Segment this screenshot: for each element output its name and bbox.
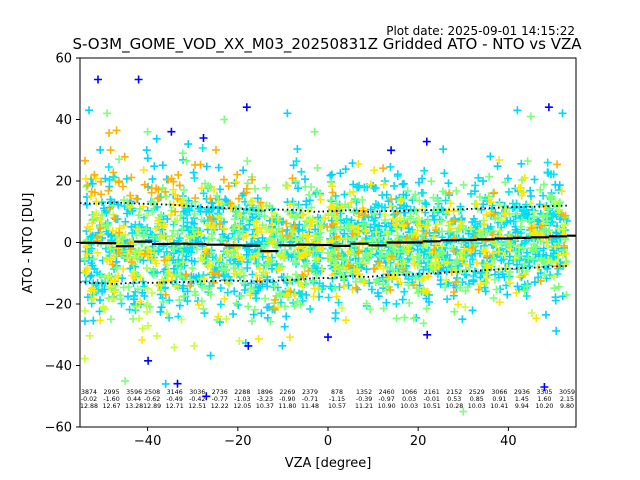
bin-count: 2460 — [379, 389, 395, 396]
y-tick-label: 60 — [55, 52, 72, 67]
bin-mean: -0.62 — [144, 396, 160, 403]
bin-count: 1066 — [401, 389, 417, 396]
mean-line — [80, 234, 576, 253]
bin-mean: -0.42 — [189, 396, 205, 403]
bin-std: 12.67 — [103, 403, 121, 410]
y-tick-label: −60 — [45, 421, 72, 436]
upper-std-line — [80, 201, 568, 213]
bin-std: 12.89 — [143, 403, 161, 410]
bin-std: 11.80 — [278, 403, 296, 410]
y-axis-label: ATO - NTO [DU] — [21, 193, 36, 294]
bin-mean: 0.91 — [492, 396, 506, 403]
bin-mean: -0.49 — [167, 396, 183, 403]
bin-std: 12.05 — [233, 403, 251, 410]
bin-mean: -0.77 — [212, 396, 228, 403]
bin-mean: 0.44 — [127, 396, 141, 403]
bin-count: 2269 — [279, 389, 295, 396]
bin-mean: 0.03 — [402, 396, 416, 403]
bin-mean: -0.39 — [356, 396, 372, 403]
y-tick-label: −40 — [45, 359, 72, 374]
statistic-lines — [80, 201, 576, 285]
bin-count: 2288 — [234, 389, 250, 396]
bin-mean: 1.60 — [537, 396, 551, 403]
y-tick-label: 0 — [64, 236, 72, 251]
bin-count: 2152 — [446, 389, 462, 396]
bin-count: 3596 — [126, 389, 142, 396]
x-tick-label: 40 — [500, 434, 517, 449]
bin-mean: -1.03 — [234, 396, 250, 403]
bin-std: 9.94 — [515, 403, 529, 410]
y-axis-ticks: −60 −40 −20 0 20 40 60 — [45, 52, 80, 436]
bin-std: 12.22 — [211, 403, 229, 410]
bin-count: 2508 — [144, 389, 160, 396]
bin-mean: -0.90 — [279, 396, 295, 403]
y-tick-label: 40 — [55, 113, 72, 128]
scatter-marker-group — [94, 75, 553, 401]
bin-std: 9.80 — [560, 403, 574, 410]
bin-count: 3874 — [81, 389, 97, 396]
x-axis-ticks: −40 −20 0 20 40 — [134, 427, 517, 449]
bin-std: 10.20 — [535, 403, 553, 410]
bin-count: 3059 — [559, 389, 575, 396]
bin-count: 2161 — [424, 389, 440, 396]
chart-title: S-O3M_GOME_VOD_XX_M03_20250831Z Gridded … — [72, 35, 582, 54]
bin-count: 3036 — [189, 389, 205, 396]
bin-count: 3066 — [491, 389, 507, 396]
bin-mean: -1.60 — [103, 396, 119, 403]
bin-mean: 1.45 — [515, 396, 529, 403]
bin-mean: -0.71 — [302, 396, 318, 403]
bin-std: 11.48 — [301, 403, 319, 410]
bin-count: 2995 — [104, 389, 120, 396]
bin-std: 12.88 — [80, 403, 98, 410]
bin-mean: 0.85 — [470, 396, 484, 403]
x-tick-label: −20 — [224, 434, 251, 449]
bin-count: 3146 — [167, 389, 183, 396]
bin-std: 10.90 — [378, 403, 396, 410]
x-axis-label: VZA [degree] — [285, 456, 372, 471]
bin-count: 2529 — [469, 389, 485, 396]
bin-std: 10.57 — [328, 403, 346, 410]
y-tick-label: 20 — [55, 175, 72, 190]
bin-std: 10.03 — [400, 403, 418, 410]
bin-mean: 0.53 — [447, 396, 461, 403]
x-tick-label: 20 — [410, 434, 427, 449]
bin-std: 10.03 — [468, 403, 486, 410]
bin-mean: -1.15 — [329, 396, 345, 403]
bin-std: 12.51 — [188, 403, 206, 410]
bin-std: 10.37 — [256, 403, 274, 410]
bin-count: 878 — [331, 389, 343, 396]
bin-mean: -0.01 — [424, 396, 440, 403]
bin-count: 2379 — [302, 389, 318, 396]
bin-std: 12.71 — [166, 403, 184, 410]
bin-mean: -3.23 — [257, 396, 273, 403]
y-tick-label: −20 — [45, 298, 72, 313]
scatter-marker-group — [80, 109, 571, 416]
bin-std: 10.28 — [445, 403, 463, 410]
bin-mean: -0.97 — [378, 396, 394, 403]
x-tick-label: −40 — [134, 434, 161, 449]
bin-count: 1896 — [257, 389, 273, 396]
bin-count: 2736 — [212, 389, 228, 396]
bin-std: 13.28 — [125, 403, 143, 410]
bin-count: 1352 — [356, 389, 372, 396]
bin-count: 2936 — [514, 389, 530, 396]
bin-std: 10.41 — [490, 403, 508, 410]
plot-date: Plot date: 2025-09-01 14:15:22 — [386, 24, 575, 38]
scatter-marker-group — [81, 156, 571, 344]
x-tick-label: 0 — [324, 434, 332, 449]
bin-mean: -0.02 — [81, 396, 97, 403]
lower-std-line — [80, 265, 568, 285]
bin-mean: 2.15 — [560, 396, 574, 403]
bin-std: 10.51 — [423, 403, 441, 410]
bin-std: 11.21 — [355, 403, 373, 410]
bin-count: 3305 — [536, 389, 552, 396]
